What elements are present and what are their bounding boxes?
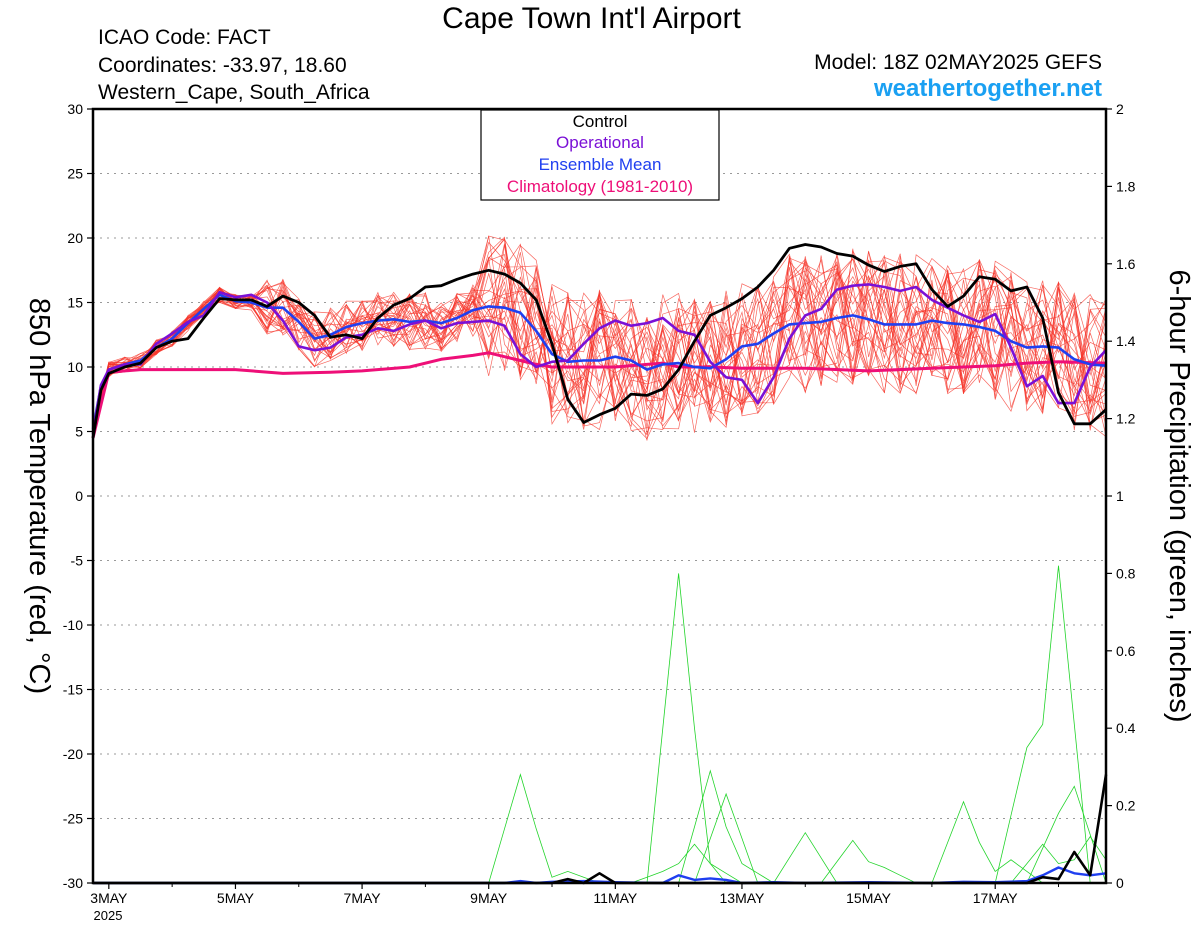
left-tick-label: 5	[75, 424, 83, 440]
right-tick-label: 0.6	[1116, 643, 1136, 659]
legend-box: Control Operational Ensemble Mean Climat…	[480, 109, 720, 201]
x-tick-label: 3MAY	[90, 890, 128, 906]
ensemble-member-line	[92, 259, 1107, 427]
left-tick-label: -10	[63, 617, 83, 633]
coordinates: Coordinates: -33.97, 18.60	[98, 54, 347, 77]
right-tick-label: 0.8	[1116, 565, 1136, 581]
member-precip-line	[93, 839, 1106, 884]
icao-code: ICAO Code: FACT	[98, 26, 271, 49]
ensemble-member-line	[92, 257, 1107, 435]
right-axis-label: 6-hour Precipitation (green, inches)	[1163, 270, 1195, 723]
legend-climatology: Climatology (1981-2010)	[507, 177, 693, 196]
page-title: Cape Town Int'l Airport	[442, 2, 741, 35]
ensemble-member-line	[92, 243, 1107, 437]
ensemble-member-lines	[92, 235, 1107, 441]
member-precip-line	[93, 565, 1106, 884]
x-tick-label: 17MAY	[973, 890, 1019, 906]
left-tick-label: 0	[75, 488, 83, 504]
region: Western_Cape, South_Africa	[98, 81, 370, 104]
right-tick-label: 1.2	[1116, 411, 1136, 427]
right-tick-label: 1.6	[1116, 256, 1136, 272]
ensemble-member-line	[92, 268, 1107, 431]
x-ticks: 3MAY 5MAY 7MAY 9MAY 11MAY 13MAY 15MAY 17MAY	[90, 883, 1060, 906]
member-precip-line	[93, 843, 1106, 884]
series-line-ensemble-mean	[91, 293, 1107, 430]
series-line-ensemble-mean-precipitation	[93, 866, 1107, 885]
right-tick-label: 1	[1116, 488, 1124, 504]
website-link[interactable]: weathertogether.net	[873, 75, 1102, 102]
ensemble-member-line	[92, 244, 1107, 430]
left-tick-label: 10	[67, 359, 83, 375]
member-precip-line	[93, 573, 1106, 884]
ensemble-member-line	[92, 253, 1107, 432]
right-tick-label: 1.8	[1116, 178, 1136, 194]
series-line-operational	[91, 283, 1107, 435]
series-line-control	[91, 243, 1107, 439]
left-tick-label: 15	[67, 295, 83, 311]
right-tick-label: 0.4	[1116, 720, 1136, 736]
ensemble-member-line	[92, 241, 1107, 433]
member-precip-line	[93, 835, 1107, 884]
member-precip-line	[93, 773, 1106, 884]
series-line-control-precipitation	[93, 774, 1108, 885]
left-ticks: 30 25 20 15 10 5 0 -5 -10 -15 -20 -25 -30	[63, 101, 93, 891]
left-tick-label: 20	[67, 230, 83, 246]
right-tick-label: 1.4	[1116, 333, 1136, 349]
legend-operational: Operational	[556, 133, 644, 152]
x-tick-label: 13MAY	[720, 890, 766, 906]
x-year-label: 2025	[94, 908, 123, 923]
member-precip-lines	[93, 565, 1107, 884]
series-line-climatology-1981-2010	[91, 351, 1107, 439]
x-tick-label: 9MAY	[470, 890, 508, 906]
right-ticks: 2 1.8 1.6 1.4 1.2 1 0.8 0.6 0.4 0.2 0	[1106, 101, 1136, 891]
legend-ensemble-mean: Ensemble Mean	[539, 155, 662, 174]
member-precip-line	[93, 792, 1106, 884]
model-run: Model: 18Z 02MAY2025 GEFS	[814, 51, 1102, 74]
ensemble-member-line	[92, 256, 1107, 431]
x-tick-label: 5MAY	[217, 890, 255, 906]
x-tick-label: 15MAY	[846, 890, 892, 906]
left-tick-label: 25	[67, 166, 83, 182]
right-tick-label: 0.2	[1116, 798, 1136, 814]
left-tick-label: -30	[63, 875, 83, 891]
legend-frame	[480, 109, 720, 201]
gridlines	[93, 173, 1106, 819]
member-precip-line	[93, 800, 1106, 884]
legend-control: Control	[573, 112, 628, 131]
ensemble-member-line	[92, 235, 1107, 430]
left-tick-label: -20	[63, 746, 83, 762]
right-tick-label: 0	[1116, 875, 1124, 891]
member-precip-line	[93, 785, 1107, 884]
ensemble-member-line	[92, 243, 1107, 437]
ensemble-member-line	[92, 260, 1107, 430]
ensemble-member-line	[92, 257, 1107, 432]
right-tick-label: 2	[1116, 101, 1124, 117]
ensemble-member-line	[92, 259, 1107, 441]
left-tick-label: -25	[63, 811, 83, 827]
x-tick-label: 11MAY	[593, 890, 637, 906]
x-tick-label: 7MAY	[344, 890, 382, 906]
left-axis-label: 850 hPa Temperature (red, °C)	[23, 298, 55, 694]
left-tick-label: -5	[71, 553, 84, 569]
left-tick-label: 30	[67, 101, 83, 117]
left-tick-label: -15	[63, 682, 83, 698]
